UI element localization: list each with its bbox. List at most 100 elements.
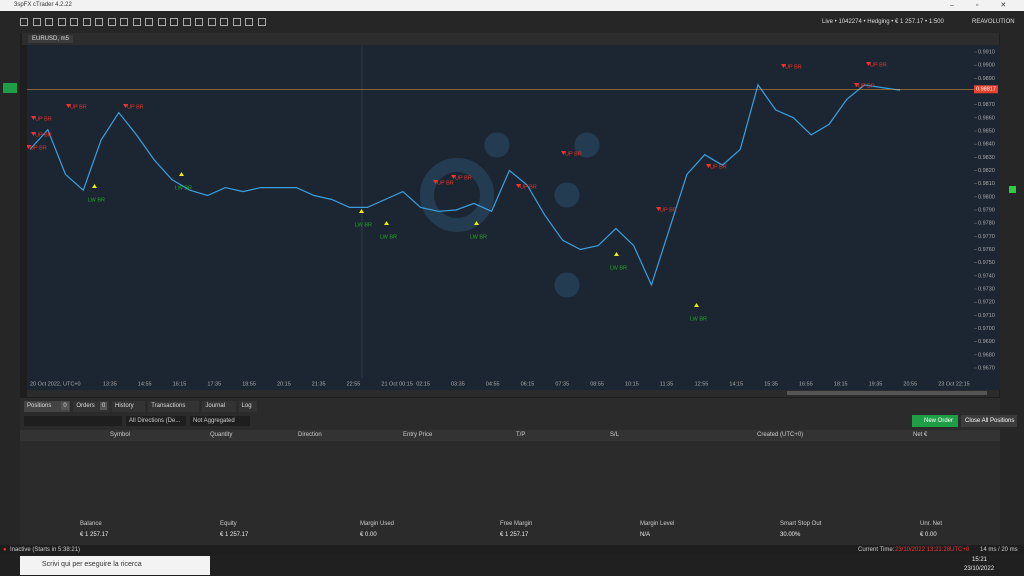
panel-tab[interactable] (73, 401, 109, 412)
signal-triangle (614, 252, 619, 256)
panel-tab[interactable] (24, 401, 71, 412)
tool-icon[interactable] (107, 18, 116, 26)
new-order-button[interactable]: New Order (912, 415, 958, 427)
close-all-button[interactable]: Close All Positions (961, 415, 1017, 427)
chart-background (27, 45, 1000, 390)
stat-value: 30.00% (780, 532, 801, 538)
sidebar-active-icon[interactable] (3, 83, 17, 93)
scrollbar[interactable] (27, 390, 999, 397)
timezone: UTC+0 (950, 547, 970, 553)
signal-triangle (854, 83, 859, 87)
column-header[interactable]: Direction (298, 432, 322, 438)
stat-label: Equity (220, 521, 237, 527)
panel-tab[interactable] (148, 401, 200, 412)
time-label: 14:15 (729, 381, 743, 387)
signal-triangle (359, 209, 364, 213)
price-tick-label: 0.9680 (978, 352, 995, 358)
tool-icon[interactable] (170, 18, 178, 26)
panel-tab[interactable] (202, 401, 236, 412)
time-label: 21 Oct 00:15 (381, 381, 413, 387)
up-break-label: UP BR (35, 132, 52, 138)
tool-icon[interactable] (20, 18, 28, 26)
tool-icon[interactable] (195, 18, 203, 26)
time-label: 22:55 (347, 381, 361, 387)
aggregation-filter[interactable]: Not Aggregated (190, 416, 250, 426)
latency: 14 ms / 20 ms (980, 547, 1018, 553)
tool-icon[interactable] (145, 18, 153, 26)
tool-icon[interactable] (182, 18, 191, 26)
low-break-label: LW BR (175, 185, 192, 191)
column-header[interactable]: Net € (913, 432, 928, 438)
panel-tab[interactable] (238, 401, 258, 412)
column-header[interactable]: T/P (516, 432, 526, 438)
up-break-label: UP BR (565, 151, 582, 157)
time-label: 03:35 (451, 381, 465, 387)
user-name[interactable]: REAVOLUTION (972, 19, 1015, 25)
direction-filter[interactable]: All Directions (De... (126, 416, 186, 426)
tool-icon[interactable] (207, 18, 216, 26)
chart-tab[interactable]: EURUSD, m5 (28, 35, 74, 43)
time-label: 16:55 (799, 381, 813, 387)
column-header[interactable]: Entry Price (403, 432, 433, 438)
search-box[interactable] (24, 416, 122, 426)
signal-triangle (706, 164, 711, 168)
scroll-thumb[interactable] (787, 391, 987, 395)
up-break-label: UP BR (127, 104, 144, 110)
tool-icon[interactable] (157, 18, 166, 26)
low-break-label: LW BR (690, 316, 707, 322)
stat-value: € 1 257.17 (80, 532, 109, 538)
panel-tab[interactable] (112, 401, 146, 412)
tool-icon[interactable] (245, 18, 253, 26)
column-header[interactable]: Quantity (210, 432, 233, 438)
window-controls[interactable]: –▫✕ (950, 2, 1024, 9)
price-tick-label: 0.9870 (978, 102, 995, 108)
price-tick-label: 0.9890 (978, 76, 995, 82)
taskbar-search[interactable]: Scrivi qui per eseguire la ricerca (20, 556, 210, 575)
up-break-label: UP BR (710, 164, 727, 170)
tool-icon[interactable] (32, 18, 41, 26)
tool-icons (0, 11, 280, 33)
tool-icon[interactable] (132, 18, 141, 26)
tool-icon[interactable] (57, 18, 66, 26)
price-tick-label: 0.9690 (978, 339, 995, 345)
tool-icon[interactable] (257, 18, 266, 26)
tool-icon[interactable] (70, 18, 78, 26)
stat-label: Unr. Net (920, 521, 943, 527)
chart: 0.99100.99000.98900.98800.98700.98600.98… (27, 45, 1000, 390)
stat-value: € 1 257.17 (220, 532, 249, 538)
price-tick-label: 0.9760 (978, 247, 995, 253)
tool-icon[interactable] (95, 18, 103, 26)
tool-icon[interactable] (45, 18, 53, 26)
drawing-tool-icon[interactable] (1009, 186, 1016, 193)
time-label: 20:15 (277, 381, 291, 387)
status-dot: ● (3, 547, 7, 553)
column-header[interactable]: Created (UTC+0) (757, 432, 804, 438)
time-label: 23 Oct 22:15 (938, 381, 970, 387)
stat-label: Margin Used (360, 521, 395, 527)
up-break-label: UP BR (455, 175, 472, 181)
time-label: 08:55 (590, 381, 604, 387)
price-tick-label: 0.9740 (978, 273, 995, 279)
tool-icon[interactable] (220, 18, 228, 26)
time-label: 18:15 (834, 381, 848, 387)
time-label: 14:55 (138, 381, 152, 387)
chart-tabs: EURUSD, m5 (22, 33, 999, 45)
tool-icon[interactable] (232, 18, 241, 26)
price-tick-label: 0.9670 (978, 365, 995, 371)
taskbar: Scrivi qui per eseguire la ricerca 15:21… (0, 555, 1024, 576)
price-tick-label: 0.9700 (978, 326, 995, 332)
current-price-box (974, 85, 998, 94)
price-tick-label: 0.9910 (978, 49, 995, 55)
column-header[interactable]: Symbol (110, 432, 131, 438)
time-label: 20 Oct 2022, UTC+0 (30, 381, 81, 387)
time-label: 21:35 (312, 381, 326, 387)
column-header[interactable]: S/L (610, 432, 620, 438)
time-axis (27, 378, 974, 390)
stat-label: Smart Stop Out (780, 521, 822, 527)
tool-icon[interactable] (82, 18, 91, 26)
account-info[interactable]: Live • 1042274 • Hedging • € 1 257.17 • … (822, 19, 944, 25)
tool-icon[interactable] (120, 18, 128, 26)
panel-tab-count: 0 (61, 402, 69, 410)
low-break-label: LW BR (88, 197, 105, 203)
